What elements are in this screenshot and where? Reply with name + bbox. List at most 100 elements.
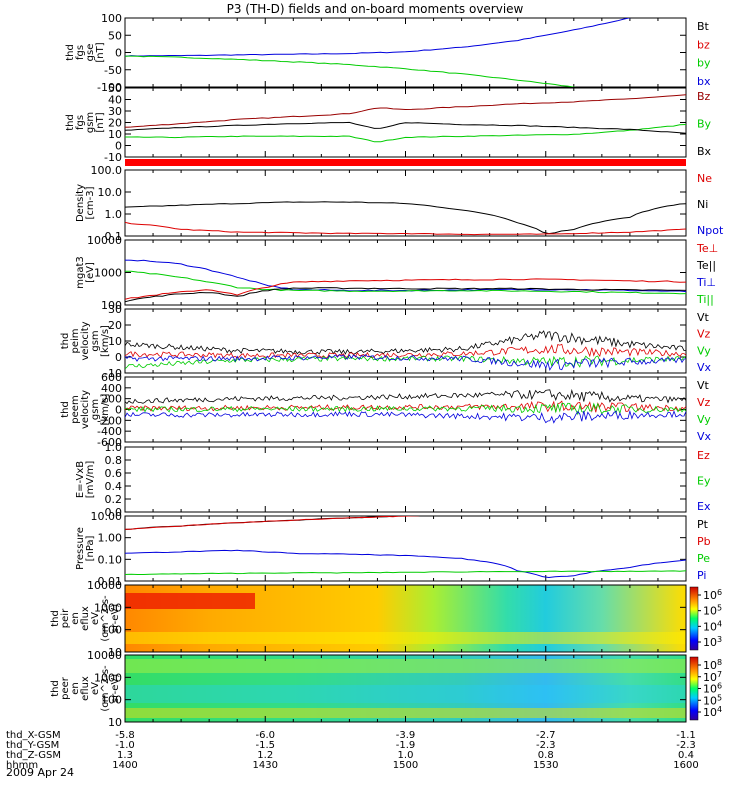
y-tick-label: 10000 (87, 649, 122, 662)
ephemeris-value: 1400 (112, 760, 137, 771)
ephemeris-value: 1.2 (257, 750, 273, 761)
legend-Vz: Vz (697, 396, 711, 409)
series-Vy (125, 355, 686, 370)
y-axis-label-line: thd (65, 44, 76, 61)
panel-frame (124, 169, 687, 237)
y-tick-label: 0.1 (105, 230, 123, 243)
y-axis-label-line: peem (70, 395, 81, 423)
y-axis-label: thdpeemvelocitygsm[km/s] (60, 390, 111, 429)
ephemeris-row-label: thd_Y-GSM (6, 740, 59, 751)
legend-Npot: Npot (697, 224, 724, 237)
series-Vx (125, 354, 686, 371)
series-Bz (125, 94, 686, 128)
series-By (125, 124, 686, 143)
legend-Pt: Pt (697, 518, 709, 531)
ephemeris-value: -2.3 (676, 740, 696, 751)
panel-temperature: 10000 1000 100 mgat3[eV] Te⊥ Te|| Ti⊥ Ti|| (75, 234, 718, 312)
series-group (125, 18, 632, 87)
y-tick-label: 1.0 (105, 208, 123, 221)
y-tick-label: 1.00 (98, 532, 123, 545)
ephemeris-value: -1.1 (676, 730, 696, 741)
y-axis-label: Density[cm-3] (75, 184, 96, 222)
ephemeris-value: 1530 (533, 760, 558, 771)
y-axis-label-line: gse (85, 44, 96, 62)
colorbar-tick-label: 106 (703, 588, 722, 602)
y-axis-label: thdfgsgse[nT] (65, 42, 106, 62)
y-axis-label-line: fgs (75, 115, 86, 130)
series-Vy (125, 402, 686, 416)
heatmap-hot-band (125, 593, 255, 609)
series-Pe (125, 570, 686, 575)
y-tick-label: -10 (104, 367, 122, 380)
ephemeris-value: -1.0 (115, 740, 135, 751)
y-axis-label-line: sr-eV) (110, 604, 121, 633)
y-tick-label: 400 (101, 382, 122, 395)
y-axis-label-line: (cm^2-s- (100, 595, 111, 642)
ephemeris-value: -3.9 (396, 730, 416, 741)
ephemeris-value: -2.3 (536, 740, 556, 751)
ephemeris-value: 0.8 (538, 750, 554, 761)
series-group (125, 388, 686, 424)
colorbar (689, 586, 699, 651)
panel-fgs_gse: 100 50 0 -50 -100 thdfgsgse[nT] Bt bz by bx (65, 12, 711, 94)
legend-Ex: Ex (697, 500, 711, 513)
y-tick-label: 0 (115, 47, 122, 60)
y-axis-label: Pressure[nPa] (75, 527, 96, 570)
y-tick-label: 10000 (87, 234, 122, 247)
y-tick-label: 30 (108, 105, 122, 118)
y-tick-label: -600 (97, 436, 122, 449)
y-tick-label: 0.2 (105, 493, 123, 506)
y-tick-label: -100 (97, 81, 122, 94)
legend-bx: bx (697, 75, 711, 88)
y-axis-label: thdfgsgsm[nT] (65, 112, 106, 133)
y-tick-label: 20 (108, 117, 122, 130)
ephemeris-row-label: thd_X-GSM (6, 730, 61, 741)
y-axis-label-line: thd (60, 333, 71, 350)
y-axis-label-line: thd (60, 401, 71, 418)
y-axis-label-line: eflux (80, 676, 91, 701)
series-bx (125, 18, 632, 57)
ephemeris-row-label: thd_Z-GSM (6, 750, 61, 761)
legend-Pe: Pe (697, 552, 710, 565)
y-axis-label-line: en (70, 612, 81, 625)
ephemeris-value: 1430 (253, 760, 278, 771)
y-tick-label: 0.10 (98, 553, 123, 566)
y-tick-label: 10.0 (98, 186, 123, 199)
colorbar-tick-label: 104 (703, 619, 722, 633)
y-axis-label-line: thd (50, 680, 61, 697)
y-tick-label: 100 (101, 299, 122, 312)
y-axis-label-line: sr-eV) (110, 674, 121, 703)
y-tick-label: 50 (108, 29, 122, 42)
panels: 100500-50-100thdfgsgse[nT]Btbzbybx504030… (50, 12, 724, 729)
y-tick-label: 0 (115, 404, 122, 417)
y-tick-label: 20 (108, 319, 122, 332)
panel-frame (124, 446, 687, 513)
legend-Vt: Vt (697, 311, 710, 324)
panel-eflux_e: 10810710610510410000100010010thdpeerenef… (50, 649, 722, 729)
y-tick-label: 0 (115, 351, 122, 364)
series-group (125, 201, 686, 236)
legend-bz: bz (697, 38, 710, 51)
legend-By: By (697, 118, 712, 131)
legend-Vy: Vy (697, 344, 711, 357)
y-tick-label: 1000 (94, 671, 122, 684)
y-axis-label-line: mgat3 (75, 256, 86, 289)
y-tick-label: 100.0 (91, 164, 123, 177)
legend-Ey: Ey (697, 475, 711, 488)
panel-vel_gsm: 30 20 10 0 -10 thdpeimvelocitygsm[km/s] Vt Vz Vy… (60, 303, 712, 380)
series-Ti⊥ (125, 259, 686, 293)
legend-Bx: Bx (697, 145, 712, 158)
y-axis-label-line: E=-VxB (75, 461, 86, 498)
y-axis-label-line: velocity (80, 390, 91, 429)
ephemeris-value: -5.8 (115, 730, 135, 741)
series-Te⊥ (125, 278, 686, 300)
y-axis-label-line: [mV/m] (85, 461, 96, 499)
y-axis-label-line: eV (90, 682, 101, 695)
y-axis-label-line: peim (70, 328, 81, 353)
y-axis-label: E=-VxB[mV/m] (75, 461, 96, 499)
y-tick-label: 0.8 (105, 454, 123, 467)
series-Vx (125, 409, 686, 424)
y-tick-label: 0.01 (98, 575, 123, 588)
series-Vt (125, 330, 686, 356)
